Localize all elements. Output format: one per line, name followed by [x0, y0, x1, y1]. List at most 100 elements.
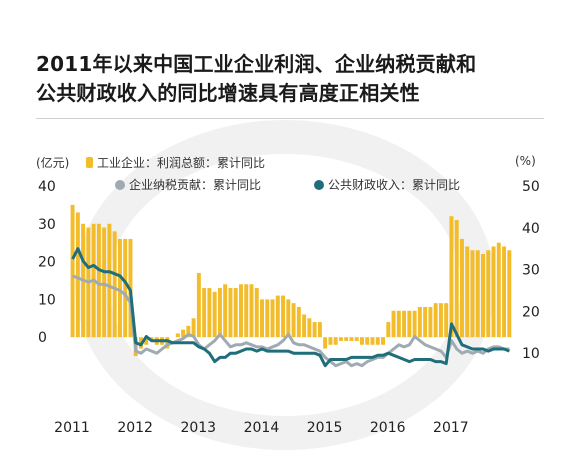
bar: [249, 284, 254, 338]
bar: [112, 231, 117, 338]
bar: [365, 337, 370, 345]
bar: [260, 299, 264, 338]
bar: [428, 306, 433, 338]
bar: [75, 212, 80, 338]
left-tick-label: 10: [38, 292, 56, 308]
bar: [212, 291, 217, 338]
left-axis-unit: (亿元): [36, 156, 70, 170]
bar: [175, 333, 180, 338]
bar: [438, 303, 443, 338]
bar: [191, 318, 196, 338]
bar: [333, 337, 338, 345]
bar: [407, 310, 412, 338]
bar: [233, 288, 238, 338]
legend-swatch-teal: [314, 180, 324, 190]
title-line-1: 2011年以来中国工业企业利润、企业纳税贡献和: [36, 52, 477, 76]
x-tick-label: 2016: [370, 420, 406, 436]
bar: [491, 246, 496, 338]
bar: [196, 272, 201, 338]
bar: [433, 303, 438, 338]
title-divider: [36, 118, 544, 119]
bar: [465, 246, 470, 338]
legend-item-gray: 企业纳税贡献：累计同比: [115, 176, 261, 193]
bar: [391, 310, 396, 338]
bar: [459, 238, 464, 338]
bar: [254, 288, 259, 338]
legend-swatch-bar: [86, 157, 93, 168]
legend-label-bar: 工业企业：利润总额：累计同比: [97, 156, 266, 170]
bar: [70, 204, 75, 338]
bar: [291, 303, 296, 338]
bar: [502, 246, 507, 338]
legend-label-gray: 企业纳税贡献：累计同比: [129, 178, 262, 192]
bar: [338, 337, 343, 341]
bar: [107, 223, 112, 338]
bar: [360, 337, 364, 345]
right-axis-unit: (%): [515, 154, 536, 168]
bar: [96, 223, 101, 338]
right-tick-label: 30: [522, 263, 540, 279]
series-line-fiscal-revenue: [71, 247, 510, 368]
bar: [186, 325, 191, 338]
bar: [344, 337, 349, 341]
right-tick-label: 10: [522, 346, 540, 362]
bar: [402, 310, 407, 338]
legend-swatch-gray: [115, 180, 125, 190]
bar: [281, 295, 286, 338]
legend-label-teal: 公共财政收入：累计同比: [328, 178, 461, 192]
series-line-tax-contribution: [72, 274, 510, 368]
bar: [238, 284, 243, 338]
bar: [370, 337, 375, 345]
left-tick-label: 0: [38, 330, 47, 346]
x-tick-label: 2012: [117, 420, 153, 436]
bar: [349, 337, 354, 341]
bar: [507, 250, 512, 338]
bar: [265, 299, 270, 338]
bar: [417, 306, 422, 338]
bar: [454, 220, 459, 338]
bar: [381, 337, 386, 345]
bar: [449, 216, 454, 338]
bar: [202, 288, 207, 338]
bar: [317, 322, 322, 338]
bar: [302, 314, 307, 338]
x-tick-label: 2017: [433, 420, 469, 436]
bar: [475, 250, 480, 338]
bar: [217, 288, 222, 338]
x-tick-label: 2015: [307, 420, 343, 436]
bar: [181, 329, 186, 338]
bar: [223, 284, 228, 338]
bar: [296, 306, 301, 338]
bar: [412, 310, 417, 338]
bar: [386, 322, 391, 338]
bar: [323, 337, 328, 349]
bar: [354, 337, 359, 341]
bar: [275, 295, 280, 338]
bar: [481, 254, 485, 338]
bar: [307, 318, 312, 338]
legend-item-bar: 工业企业：利润总额：累计同比: [86, 154, 265, 171]
x-tick-label: 2011: [54, 420, 90, 436]
bar: [207, 288, 212, 338]
bar: [396, 310, 401, 338]
bar: [496, 242, 501, 338]
left-tick-label: 30: [38, 217, 56, 233]
legend-item-teal: 公共财政收入：累计同比: [314, 176, 460, 193]
right-tick-label: 20: [522, 304, 540, 320]
bar: [375, 337, 380, 345]
title-line-2: 公共财政收入的同比增速具有高度正相关性: [36, 81, 420, 105]
bar: [117, 238, 122, 338]
x-tick-label: 2014: [244, 420, 280, 436]
bar: [270, 299, 275, 338]
left-tick-label: 40: [38, 179, 56, 195]
bar: [102, 227, 107, 338]
bar: [228, 288, 233, 338]
bar: [444, 303, 449, 338]
x-tick-label: 2013: [180, 420, 216, 436]
bar: [244, 284, 249, 338]
bar: [328, 337, 333, 345]
bar: [165, 337, 170, 349]
bar: [312, 322, 317, 338]
bar: [286, 299, 291, 338]
